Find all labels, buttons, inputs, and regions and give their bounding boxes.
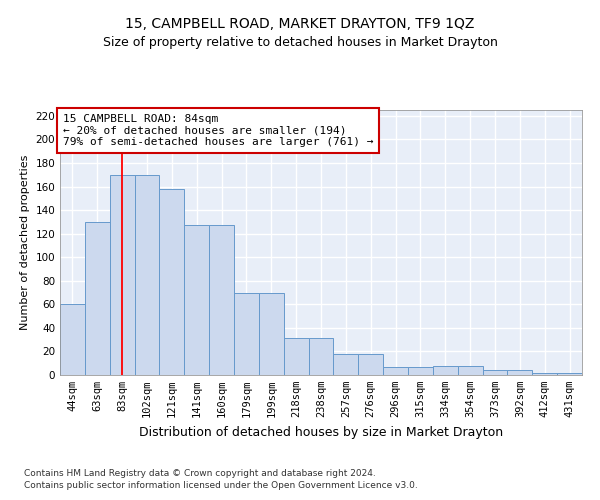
Text: Size of property relative to detached houses in Market Drayton: Size of property relative to detached ho… — [103, 36, 497, 49]
Bar — [482, 370, 508, 375]
Bar — [85, 222, 110, 375]
Text: 15 CAMPBELL ROAD: 84sqm
← 20% of detached houses are smaller (194)
79% of semi-d: 15 CAMPBELL ROAD: 84sqm ← 20% of detache… — [62, 114, 373, 147]
Bar — [234, 292, 259, 375]
Bar — [60, 304, 85, 375]
Bar — [433, 366, 458, 375]
Bar — [458, 366, 482, 375]
Bar — [160, 189, 184, 375]
Bar — [508, 370, 532, 375]
Text: 15, CAMPBELL ROAD, MARKET DRAYTON, TF9 1QZ: 15, CAMPBELL ROAD, MARKET DRAYTON, TF9 1… — [125, 18, 475, 32]
Text: Contains public sector information licensed under the Open Government Licence v3: Contains public sector information licen… — [24, 480, 418, 490]
Bar — [184, 226, 209, 375]
Bar — [383, 367, 408, 375]
Bar — [259, 292, 284, 375]
Bar — [408, 367, 433, 375]
Bar — [308, 338, 334, 375]
Text: Distribution of detached houses by size in Market Drayton: Distribution of detached houses by size … — [139, 426, 503, 439]
Bar — [284, 338, 308, 375]
Y-axis label: Number of detached properties: Number of detached properties — [20, 155, 30, 330]
Bar — [134, 175, 160, 375]
Text: Contains HM Land Registry data © Crown copyright and database right 2024.: Contains HM Land Registry data © Crown c… — [24, 470, 376, 478]
Bar — [110, 175, 134, 375]
Bar — [532, 372, 557, 375]
Bar — [209, 226, 234, 375]
Bar — [358, 354, 383, 375]
Bar — [557, 372, 582, 375]
Bar — [334, 354, 358, 375]
